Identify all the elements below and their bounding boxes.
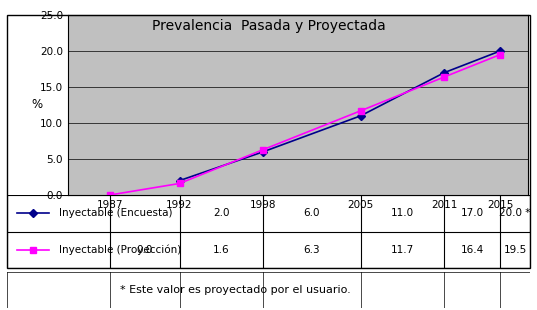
Text: Inyectable (Proyección): Inyectable (Proyección) xyxy=(59,245,182,255)
Text: * Este valor es proyectado por el usuario.: * Este valor es proyectado por el usuari… xyxy=(120,285,351,295)
Text: 6.3: 6.3 xyxy=(303,245,320,255)
Y-axis label: %: % xyxy=(32,99,43,112)
Text: 6.0: 6.0 xyxy=(304,208,320,218)
Text: 20.0 *: 20.0 * xyxy=(499,208,531,218)
Text: Inyectable (Encuesta): Inyectable (Encuesta) xyxy=(59,208,173,218)
Text: 17.0: 17.0 xyxy=(461,208,484,218)
Text: 0.0: 0.0 xyxy=(136,245,153,255)
Text: 1.6: 1.6 xyxy=(213,245,230,255)
Text: 19.5: 19.5 xyxy=(503,245,527,255)
Text: Prevalencia  Pasada y Proyectada: Prevalencia Pasada y Proyectada xyxy=(151,19,386,33)
Text: 11.7: 11.7 xyxy=(391,245,414,255)
Text: 16.4: 16.4 xyxy=(461,245,484,255)
Text: 2.0: 2.0 xyxy=(213,208,230,218)
Text: 11.0: 11.0 xyxy=(391,208,414,218)
